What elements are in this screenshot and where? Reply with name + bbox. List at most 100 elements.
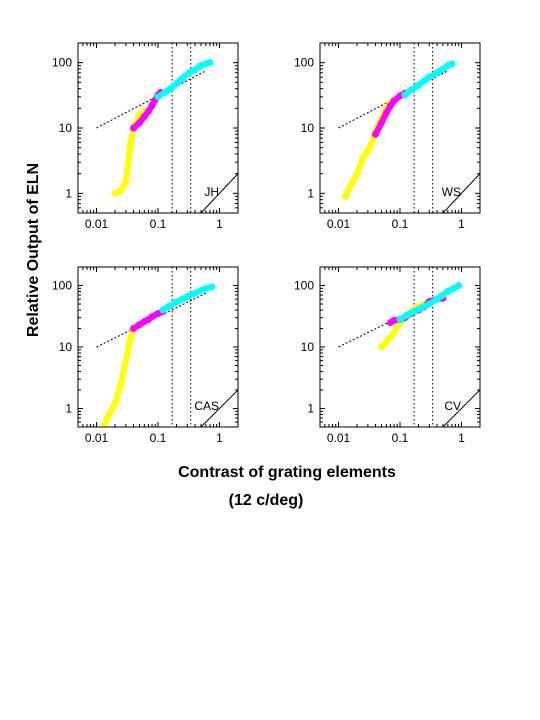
data-point bbox=[420, 77, 428, 85]
identity-line bbox=[200, 389, 238, 427]
x-tick-label: 1 bbox=[458, 431, 465, 445]
y-tick-label: 100 bbox=[294, 56, 314, 70]
identity-line bbox=[442, 172, 480, 213]
data-point bbox=[433, 295, 441, 303]
x-axis-label: Contrast of grating elements bbox=[178, 464, 396, 481]
data-point bbox=[191, 289, 199, 297]
data-point bbox=[126, 336, 134, 344]
data-point bbox=[368, 138, 376, 146]
data-point bbox=[178, 74, 186, 82]
data-point bbox=[377, 343, 385, 351]
data-point bbox=[342, 192, 350, 200]
identity-line bbox=[200, 172, 238, 213]
data-point bbox=[382, 109, 390, 117]
data-point bbox=[390, 329, 398, 337]
x-tick-label: 0.01 bbox=[85, 431, 109, 445]
panels: 0.01 0.1 1 1 10 100 JH 0.01 0.1 1 1 10 100 WS 0.01 0.1 1… bbox=[52, 42, 481, 445]
data-point bbox=[185, 69, 193, 77]
identity-line bbox=[442, 389, 480, 427]
x-tick-label: 0.1 bbox=[392, 217, 409, 231]
data-point bbox=[407, 86, 415, 94]
data-point bbox=[455, 282, 463, 290]
data-point bbox=[208, 283, 216, 291]
y-tick-label: 10 bbox=[59, 121, 73, 135]
data-point bbox=[401, 91, 409, 99]
data-point bbox=[117, 187, 125, 195]
x-tick-label: 0.01 bbox=[327, 431, 351, 445]
y-tick-label: 10 bbox=[301, 340, 315, 354]
data-point bbox=[111, 400, 119, 408]
y-tick-label: 1 bbox=[65, 401, 72, 415]
data-point bbox=[410, 307, 418, 315]
data-point bbox=[403, 311, 411, 319]
y-tick-label: 100 bbox=[52, 279, 72, 293]
plot-area bbox=[96, 43, 238, 213]
data-point bbox=[165, 302, 173, 310]
data-point bbox=[100, 423, 108, 427]
data-point bbox=[111, 189, 119, 197]
data-point bbox=[353, 170, 361, 178]
data-point bbox=[140, 112, 148, 120]
x-tick-label: 1 bbox=[458, 217, 465, 231]
panel-label: CV bbox=[444, 399, 461, 413]
panel-label: JH bbox=[204, 185, 219, 199]
data-point bbox=[377, 119, 385, 127]
data-point bbox=[345, 184, 353, 192]
y-tick-label: 100 bbox=[52, 56, 72, 70]
data-point bbox=[433, 69, 441, 77]
y-tick-label: 1 bbox=[307, 401, 314, 415]
data-point bbox=[122, 178, 130, 186]
panel-ws: 0.01 0.1 1 1 10 100 WS bbox=[294, 42, 481, 231]
data-point bbox=[439, 65, 447, 73]
data-point bbox=[382, 338, 390, 346]
x-tick-label: 0.1 bbox=[392, 431, 409, 445]
data-point bbox=[130, 124, 138, 132]
data-point bbox=[144, 107, 152, 115]
panel-label: CAS bbox=[194, 399, 219, 413]
data-point bbox=[206, 59, 214, 67]
data-point bbox=[117, 380, 125, 388]
plot-area bbox=[96, 267, 238, 427]
x-tick-label: 0.1 bbox=[150, 431, 167, 445]
panel-label: WS bbox=[442, 185, 461, 199]
data-point bbox=[148, 313, 156, 321]
plot-area bbox=[338, 267, 480, 427]
data-point bbox=[364, 147, 372, 155]
data-point bbox=[173, 298, 181, 306]
data-point bbox=[183, 293, 191, 301]
data-point bbox=[425, 73, 433, 81]
panel-cas: 0.01 0.1 1 1 10 100 CAS bbox=[52, 266, 239, 445]
data-point bbox=[154, 93, 162, 101]
data-point bbox=[173, 79, 181, 87]
x-tick-label: 1 bbox=[216, 217, 223, 231]
data-point bbox=[390, 97, 398, 105]
y-tick-label: 100 bbox=[294, 279, 314, 293]
plot-area bbox=[338, 43, 480, 213]
data-point bbox=[126, 144, 134, 152]
y-tick-label: 10 bbox=[301, 121, 315, 135]
y-axis-label: Relative Output of ELN bbox=[25, 163, 42, 337]
data-point bbox=[148, 102, 156, 110]
data-point bbox=[191, 66, 199, 74]
data-point bbox=[103, 414, 111, 422]
data-point bbox=[417, 304, 425, 312]
data-point bbox=[415, 81, 423, 89]
x-tick-label: 0.1 bbox=[150, 217, 167, 231]
data-point bbox=[396, 316, 404, 324]
data-point bbox=[202, 284, 210, 292]
x-tick-label: 1 bbox=[216, 431, 223, 445]
x-axis-label-units: (12 c/deg) bbox=[229, 492, 304, 509]
data-point bbox=[390, 316, 398, 324]
data-point bbox=[159, 306, 167, 314]
data-point bbox=[135, 119, 143, 127]
x-tick-label: 0.01 bbox=[327, 217, 351, 231]
y-tick-label: 1 bbox=[307, 186, 314, 200]
data-point bbox=[122, 357, 130, 365]
data-point bbox=[167, 85, 175, 93]
data-point bbox=[448, 60, 456, 68]
data-point bbox=[359, 154, 367, 162]
data-point bbox=[425, 300, 433, 308]
x-tick-label: 0.01 bbox=[85, 217, 109, 231]
data-point bbox=[372, 130, 380, 138]
reference-line bbox=[96, 70, 207, 129]
